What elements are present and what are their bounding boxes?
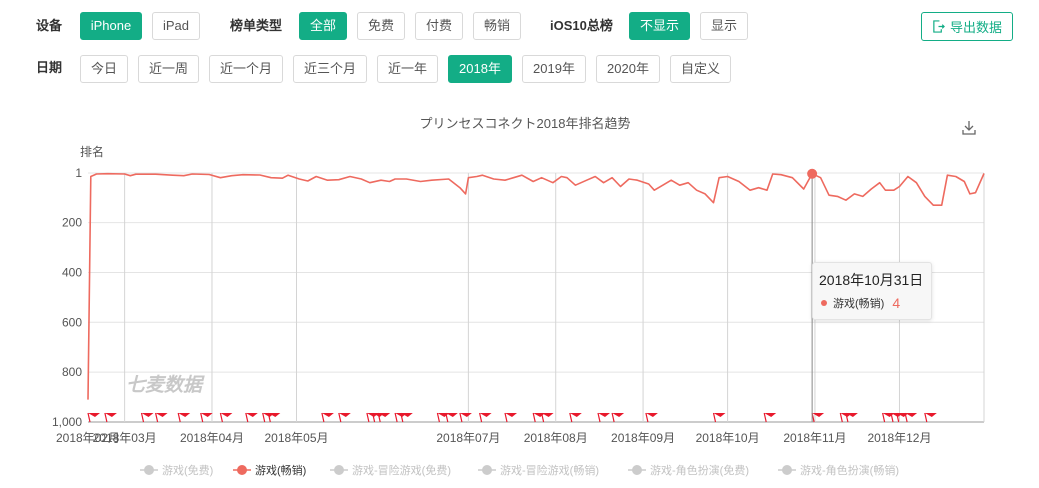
event-flag-icon[interactable] [104,412,117,423]
event-flag-icon[interactable] [904,412,918,423]
event-flag-icon[interactable] [155,412,168,423]
y-tick-label: 1,000 [52,415,82,429]
event-flag-icon[interactable] [400,412,413,423]
event-flag-icon[interactable] [245,412,258,423]
date-today-button[interactable]: 今日 [80,55,128,83]
list-type-paid-button[interactable]: 付费 [415,12,463,40]
tooltip-series-dot [821,300,827,306]
event-flag-icon[interactable] [87,412,100,423]
legend-item[interactable]: 游戏(畅销) [233,463,306,477]
event-flag-icon[interactable] [569,412,582,423]
date-week-button[interactable]: 近一周 [138,55,199,83]
grid [88,172,985,423]
y-tick-label: 200 [62,216,82,230]
y-tick-label: 600 [62,315,82,329]
x-tick-label: 2018年11月 [783,431,846,445]
date-label: 日期 [36,60,63,75]
event-flag-icon[interactable] [140,412,154,423]
x-tick-label: 2018年10月 [696,431,760,445]
event-flag-icon[interactable] [377,412,391,423]
x-tick-label: 2018年05月 [264,431,328,445]
date-2020-button[interactable]: 2020年 [596,55,660,83]
event-flag-icon[interactable] [611,412,625,423]
y-tick-label: 400 [62,265,82,279]
device-label: 设备 [36,18,63,33]
event-flag-icon[interactable] [459,412,472,423]
legend-label: 游戏(畅销) [255,463,306,477]
highlight-point [807,168,818,179]
tooltip: 2018年10月31日 游戏(畅销) 4 [812,262,932,320]
legend-label: 游戏-角色扮演(免费) [650,463,749,477]
series-line-game-grossing [87,172,985,400]
legend-label: 游戏(免费) [162,463,213,477]
date-2018-button[interactable]: 2018年 [448,55,512,83]
legend-label: 游戏-角色扮演(畅销) [800,463,899,477]
tooltip-row: 游戏(畅销) 4 [821,295,900,311]
x-tick-label: 2018年03月 [93,431,157,445]
rank-trend-chart: プリンセスコネクト2018年排名趋势 排名 1 200 400 600 800 1,000… [52,116,985,477]
x-tick-label: 2018年02月 [56,431,120,445]
event-flag-icon[interactable] [924,412,937,423]
tooltip-series-name: 游戏(畅销) [833,298,885,310]
event-flag-icon[interactable] [321,412,334,423]
date-2019-button[interactable]: 2019年 [522,55,586,83]
event-flag-icon[interactable] [219,412,233,423]
export-data-label: 导出数据 [949,20,1002,35]
x-tick-label: 2018年08月 [524,431,588,445]
list-type-grossing-button[interactable]: 畅销 [473,12,521,40]
y-axis-label: 排名 [80,144,104,159]
event-flag-icon[interactable] [645,412,658,423]
legend-item[interactable]: 游戏(免费) [140,463,213,477]
date-three-months-button[interactable]: 近三个月 [293,55,367,83]
legend-label: 游戏-冒险游戏(免费) [352,463,451,477]
list-type-label: 榜单类型 [230,18,283,33]
chart-title: プリンセスコネクト2018年排名趋势 [420,116,631,131]
export-data-button[interactable]: 导出数据 [921,12,1013,41]
event-flag-icon[interactable] [479,412,492,423]
device-iphone-button[interactable]: iPhone [80,12,142,40]
tooltip-date: 2018年10月31日 [819,272,924,288]
export-icon [933,20,945,33]
legend-item[interactable]: 游戏-角色扮演(免费) [628,463,749,477]
event-flag-icon[interactable] [597,412,610,423]
y-tick-label: 1 [75,166,82,180]
x-tick-label: 2018年04月 [180,431,244,445]
y-axis-ticks: 1 200 400 600 800 1,000 [52,166,82,429]
list-type-all-button[interactable]: 全部 [299,12,347,40]
event-flag-icon[interactable] [177,412,191,423]
event-flag-icon[interactable] [763,412,777,423]
legend-item[interactable]: 游戏-冒险游戏(免费) [330,463,451,477]
ios10-hide-button[interactable]: 不显示 [629,12,690,40]
x-tick-label: 2018年12月 [867,431,931,445]
event-flag-icon[interactable] [267,412,281,423]
date-month-button[interactable]: 近一个月 [209,55,283,83]
legend: 游戏(免费) 游戏(畅销) 游戏-冒险游戏(免费) 游戏-冒险游戏(畅销) 游戏-角色扮… [140,463,899,477]
watermark: 七麦数据 [126,374,205,396]
event-flag-icon[interactable] [541,412,554,423]
event-flag-icon[interactable] [338,412,351,423]
device-ipad-button[interactable]: iPad [152,12,200,40]
event-flags [87,412,937,423]
event-flag-icon[interactable] [712,412,726,423]
download-icon[interactable] [962,121,976,135]
tooltip-value: 4 [892,295,901,311]
legend-item[interactable]: 游戏-冒险游戏(畅销) [478,463,599,477]
date-custom-button[interactable]: 自定义 [670,55,731,83]
event-flag-icon[interactable] [445,412,458,423]
y-tick-label: 800 [62,365,82,379]
event-flag-icon[interactable] [845,412,858,423]
event-flag-icon[interactable] [200,412,213,423]
x-tick-label: 2018年07月 [436,431,500,445]
ios10-label: iOS10总榜 [550,18,613,33]
date-year-button[interactable]: 近一年 [377,55,438,83]
event-flag-icon[interactable] [811,412,825,423]
event-flag-icon[interactable] [504,412,517,423]
legend-label: 游戏-冒险游戏(畅销) [500,463,599,477]
legend-item[interactable]: 游戏-角色扮演(畅销) [778,463,899,477]
list-type-free-button[interactable]: 免费 [357,12,405,40]
ios10-show-button[interactable]: 显示 [700,12,748,40]
x-tick-label: 2018年09月 [611,431,675,445]
